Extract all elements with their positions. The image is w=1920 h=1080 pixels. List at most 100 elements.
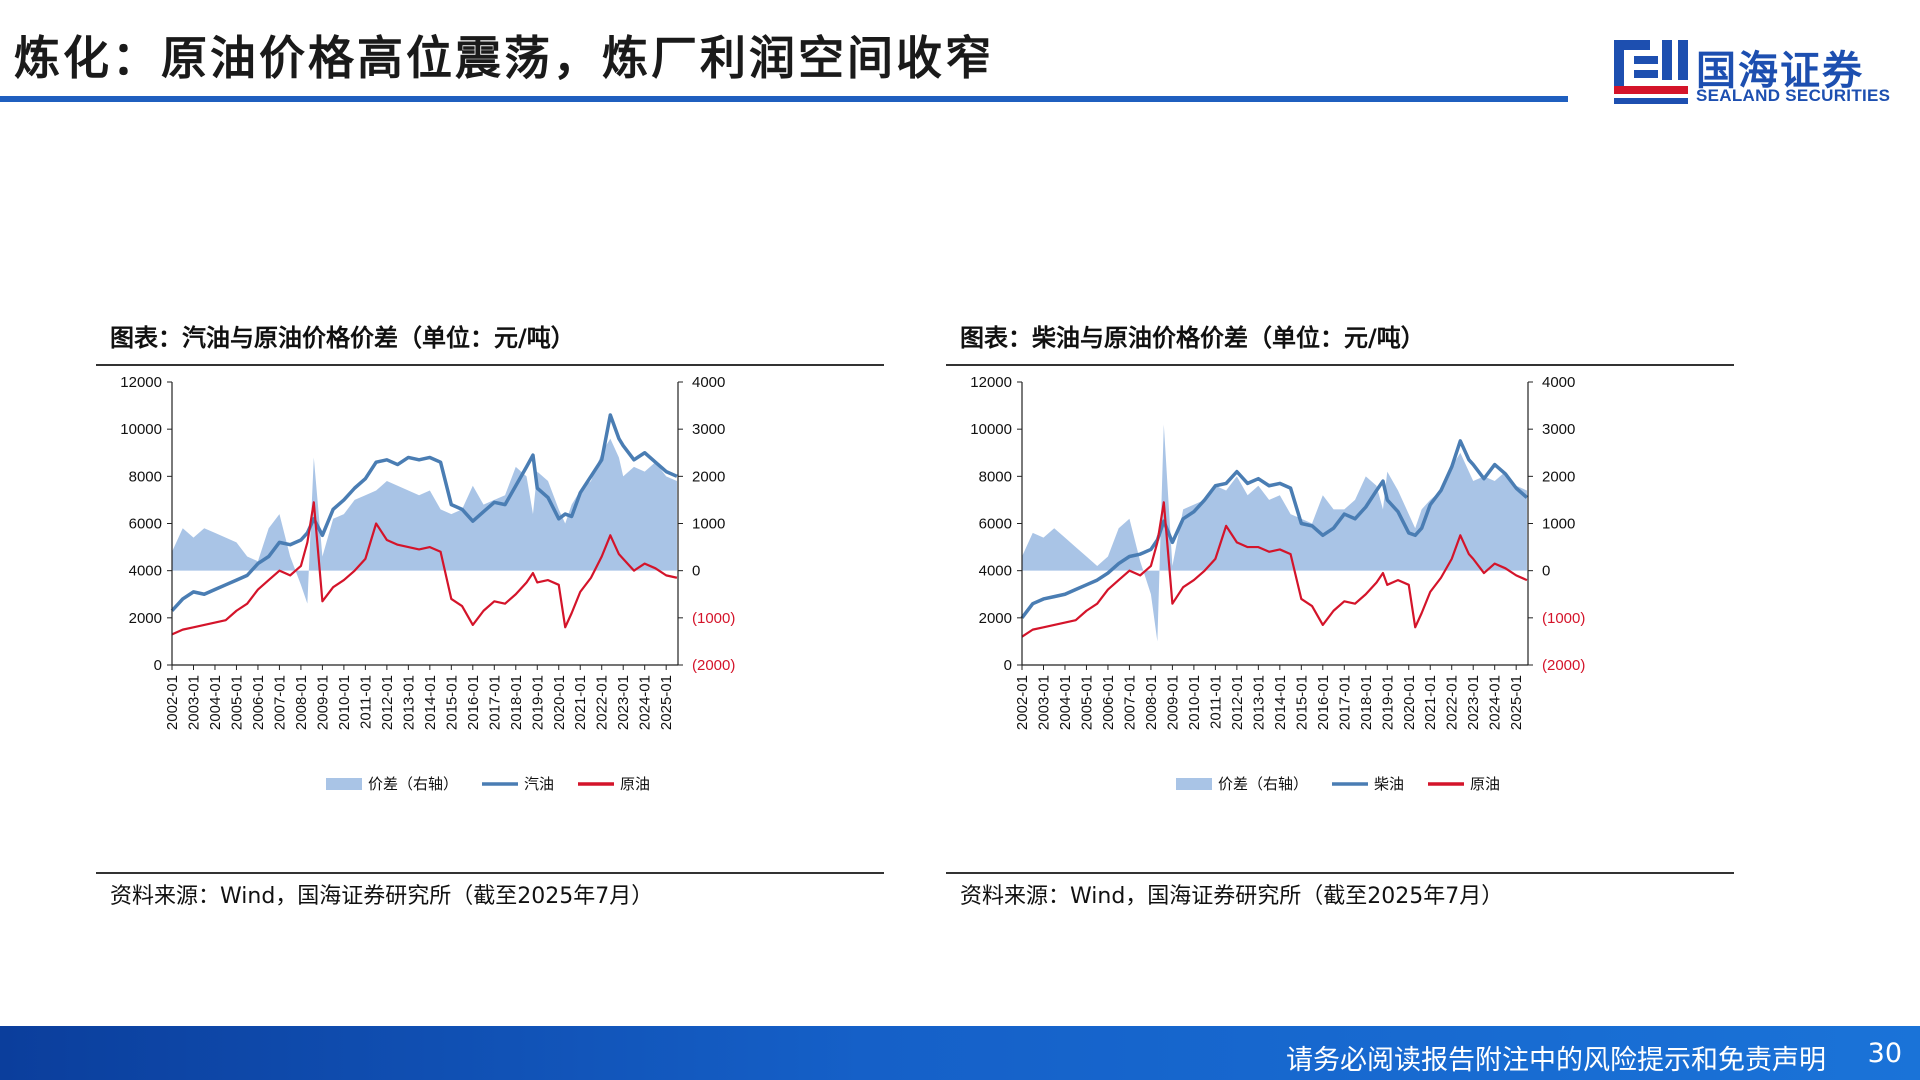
legend-label: 原油	[1470, 775, 1500, 793]
footer-disclaimer-link[interactable]: 请务必阅读报告附注中的风险提示和免责声明	[1286, 1045, 1826, 1076]
right-tick-label: 2000	[1542, 468, 1575, 485]
company-logo: 国海证券 SEALAND SECURITIES	[1612, 30, 1912, 110]
legend-swatch-area	[326, 778, 362, 790]
gasoline-chart-panel: 图表：汽油与原油价格价差（单位：元/吨） 12000 10000 8000 6000 4…	[96, 310, 886, 910]
right-tick-label: 0	[1542, 563, 1550, 580]
gasoline-crude-spread-chart: 1200010000800060004000200004000300020001…	[120, 374, 735, 793]
chart-bottom-rule	[96, 872, 884, 874]
left-tick-label: 6000	[979, 516, 1012, 533]
x-tick-label: 2017-01	[486, 675, 503, 730]
x-tick-label: 2017-01	[1336, 675, 1353, 730]
crude-price-line	[171, 501, 678, 636]
right-tick-label: 1000	[1542, 516, 1575, 533]
legend-label: 原油	[620, 775, 650, 793]
x-tick-label: 2025-01	[1508, 675, 1525, 730]
spread-area-series	[1022, 424, 1527, 642]
x-tick-label: 2003-01	[185, 675, 202, 730]
x-tick-label: 2020-01	[1401, 675, 1418, 730]
crude-price-line	[1021, 501, 1528, 638]
left-tick-label: 6000	[129, 516, 162, 533]
x-tick-label: 2007-01	[1121, 675, 1138, 730]
right-tick-label: 3000	[1542, 421, 1575, 438]
chart-top-rule	[946, 364, 1734, 366]
x-tick-label: 2024-01	[637, 675, 654, 730]
chart-title: 图表：柴油与原油价格价差（单位：元/吨）	[960, 324, 1425, 352]
x-tick-label: 2004-01	[1057, 675, 1074, 730]
footer-bar: 请务必阅读报告附注中的风险提示和免责声明 30	[0, 1026, 1920, 1080]
chart-top-rule	[96, 364, 884, 366]
x-tick-label: 2015-01	[1293, 675, 1310, 730]
logo-mark-icon	[1614, 40, 1688, 104]
x-tick-label: 2012-01	[379, 675, 396, 730]
chart-bottom-rule	[946, 872, 1734, 874]
left-tick-label: 0	[1004, 657, 1012, 674]
x-tick-label: 2011-01	[1207, 675, 1224, 729]
left-tick-label: 8000	[129, 468, 162, 485]
left-tick-label: 8000	[979, 468, 1012, 485]
right-tick-label: 3000	[692, 421, 725, 438]
right-tick-label: 4000	[692, 374, 725, 391]
left-tick-label: 0	[154, 657, 162, 674]
left-tick-label: 10000	[120, 421, 162, 438]
chart-source-note: 资料来源：Wind，国海证券研究所（截至2025年7月）	[960, 884, 1504, 909]
legend-label: 价差（右轴）	[368, 775, 458, 793]
x-tick-label: 2008-01	[1143, 675, 1160, 730]
legend-swatch-area	[1176, 778, 1212, 790]
x-tick-label: 2010-01	[1186, 675, 1203, 730]
left-tick-label: 4000	[129, 563, 162, 580]
x-tick-label: 2006-01	[250, 675, 267, 730]
left-tick-label: 10000	[970, 421, 1012, 438]
diesel-crude-spread-chart: 1200010000800060004000200004000300020001…	[970, 374, 1585, 793]
x-tick-label: 2010-01	[336, 675, 353, 730]
left-tick-label: 2000	[979, 610, 1012, 627]
x-tick-label: 2020-01	[551, 675, 568, 730]
legend-label: 柴油	[1374, 775, 1404, 793]
product-price-line	[170, 413, 678, 612]
x-tick-label: 2015-01	[443, 675, 460, 730]
x-tick-label: 2021-01	[572, 675, 589, 730]
logo-english-name: SEALAND SECURITIES	[1696, 86, 1891, 105]
left-tick-label: 12000	[120, 374, 162, 391]
right-tick-label: (2000)	[692, 657, 735, 674]
right-tick-label: 1000	[692, 516, 725, 533]
x-tick-label: 2023-01	[1465, 675, 1482, 730]
x-tick-label: 2018-01	[1358, 675, 1375, 730]
right-tick-label: (1000)	[1542, 610, 1585, 627]
left-tick-label: 2000	[129, 610, 162, 627]
right-tick-label: (1000)	[692, 610, 735, 627]
x-tick-label: 2022-01	[1444, 675, 1461, 730]
left-tick-label: 12000	[970, 374, 1012, 391]
chart-title: 图表：汽油与原油价格价差（单位：元/吨）	[110, 324, 575, 352]
x-tick-label: 2009-01	[314, 675, 331, 730]
x-tick-label: 2023-01	[615, 675, 632, 730]
left-tick-label: 4000	[979, 563, 1012, 580]
right-tick-label: 0	[692, 563, 700, 580]
x-tick-label: 2004-01	[207, 675, 224, 730]
x-tick-label: 2003-01	[1035, 675, 1052, 730]
x-tick-label: 2002-01	[164, 675, 181, 730]
x-tick-label: 2014-01	[422, 675, 439, 730]
header-divider	[0, 96, 1568, 102]
x-tick-label: 2021-01	[1422, 675, 1439, 730]
page-title: 炼化：原油价格高位震荡，炼厂利润空间收窄	[14, 31, 994, 85]
diesel-chart-panel: 图表：柴油与原油价格价差（单位：元/吨） 12000 10000 8000 6000 4…	[946, 310, 1736, 910]
product-price-line	[1020, 439, 1529, 619]
right-tick-label: 4000	[1542, 374, 1575, 391]
x-tick-label: 2016-01	[465, 675, 482, 730]
x-tick-label: 2013-01	[400, 675, 417, 730]
x-tick-label: 2011-01	[357, 675, 374, 729]
x-tick-label: 2005-01	[1078, 675, 1095, 730]
x-tick-label: 2019-01	[1379, 675, 1396, 730]
chart-source-note: 资料来源：Wind，国海证券研究所（截至2025年7月）	[110, 884, 654, 909]
page-number: 30	[1867, 1038, 1902, 1069]
x-tick-label: 2009-01	[1164, 675, 1181, 730]
x-tick-label: 2025-01	[658, 675, 675, 730]
x-tick-label: 2022-01	[594, 675, 611, 730]
x-tick-label: 2005-01	[228, 675, 245, 730]
x-tick-label: 2016-01	[1315, 675, 1332, 730]
x-tick-label: 2013-01	[1250, 675, 1267, 730]
right-tick-label: 2000	[692, 468, 725, 485]
legend-label: 汽油	[524, 775, 554, 793]
x-tick-label: 2019-01	[529, 675, 546, 730]
legend-label: 价差（右轴）	[1218, 775, 1308, 793]
